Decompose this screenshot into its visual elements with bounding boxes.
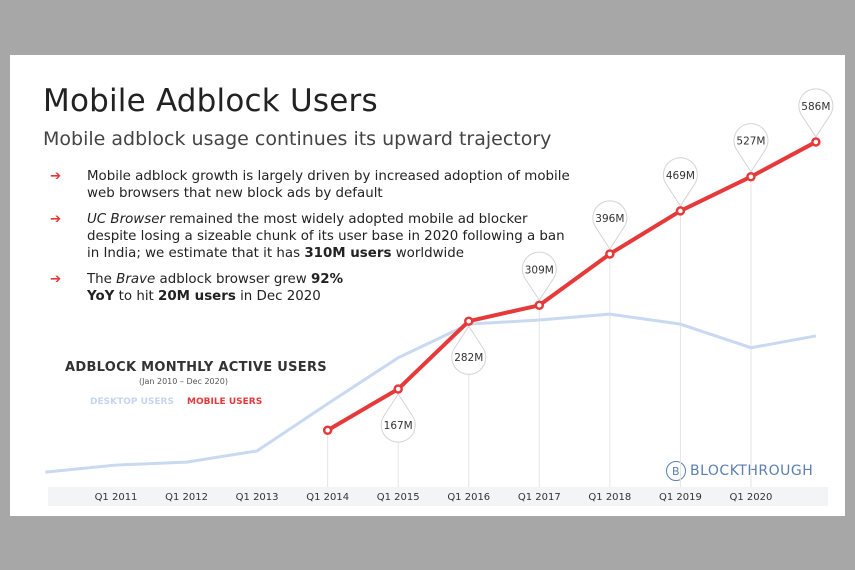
desktop-series-line <box>45 312 817 474</box>
bullet-bold: 92% YoY <box>87 272 344 304</box>
x-tick-label: Q1 2016 <box>447 492 490 503</box>
x-tick-label: Q1 2020 <box>730 492 773 503</box>
bullet-text-part: The <box>87 272 117 287</box>
bullet-list: ➔ Mobile adblock growth is largely drive… <box>50 168 570 314</box>
pin-bubble <box>521 251 557 302</box>
bullet-text-part: in Dec 2020 <box>235 289 321 304</box>
bullet-item: ➔ Mobile adblock growth is largely drive… <box>50 168 570 202</box>
mobile-data-point <box>322 425 333 436</box>
chart-subtitle: (Jan 2010 – Dec 2020) <box>139 377 228 386</box>
data-label-pin: 527M <box>733 123 769 173</box>
data-label: 527M <box>736 136 765 148</box>
pin-bubble <box>592 200 628 250</box>
bullet-text-part: remained the most widely adopted mobile … <box>87 212 565 261</box>
bullet-italic: UC Browser <box>87 212 165 227</box>
page-subtitle: Mobile adblock usage continues its upwar… <box>43 128 552 150</box>
data-label: 282M <box>454 352 483 364</box>
page-title: Mobile Adblock Users <box>43 83 378 119</box>
slide: Mobile Adblock Users Mobile adblock usag… <box>10 55 845 516</box>
x-tick-label: Q1 2011 <box>95 492 138 503</box>
x-tick-label: Q1 2013 <box>236 492 279 503</box>
x-tick-label: Q1 2014 <box>306 492 349 503</box>
data-label-pin: 282M <box>451 325 487 375</box>
chart-title: ADBLOCK MONTHLY ACTIVE USERS <box>65 360 327 375</box>
pin-bubble <box>662 157 698 207</box>
mobile-data-point <box>393 384 403 394</box>
x-tick-label: Q1 2012 <box>165 492 208 503</box>
bullet-bold: 20M users <box>158 289 236 304</box>
data-label-pin: 396M <box>592 200 628 250</box>
bullet-text: The Brave adblock browser grew 92% YoY t… <box>87 271 357 305</box>
data-label-pin: 586M <box>798 88 834 138</box>
pin-bubble <box>733 123 769 173</box>
mobile-data-point <box>746 171 756 182</box>
legend-desktop: DESKTOP USERS <box>90 397 174 407</box>
legend-mobile: MOBILE USERS <box>187 397 263 407</box>
mobile-data-point <box>534 300 545 311</box>
mobile-series-line <box>326 140 817 432</box>
x-axis-band <box>48 487 828 506</box>
data-label: 396M <box>595 213 624 225</box>
bullet-bold: 310M users <box>304 246 392 261</box>
pin-bubble <box>451 325 487 375</box>
x-tick-label: Q1 2018 <box>588 492 631 503</box>
pin-bubble <box>798 88 834 138</box>
pin-bubble <box>380 393 416 443</box>
x-tick-label: Q1 2019 <box>659 492 702 503</box>
data-label-pin: 309M <box>521 251 557 302</box>
arrow-right-icon: ➔ <box>50 169 62 184</box>
bullet-text-part: to hit <box>114 289 159 304</box>
bullet-text: UC Browser remained the most widely adop… <box>87 211 570 262</box>
mobile-data-point <box>811 137 821 147</box>
bullet-item: ➔ UC Browser remained the most widely ad… <box>50 211 570 262</box>
data-label: 309M <box>525 264 554 276</box>
data-label-pin: 167M <box>380 393 416 443</box>
bullet-text: Mobile adblock growth is largely driven … <box>87 169 570 201</box>
bullet-italic: Brave <box>116 272 156 287</box>
mobile-data-point <box>605 249 615 259</box>
bullet-text-part: worldwide <box>391 246 464 261</box>
bullet-text-part: adblock browser grew <box>155 272 311 287</box>
arrow-right-icon: ➔ <box>50 272 62 287</box>
data-label: 167M <box>384 420 413 432</box>
data-label: 586M <box>801 101 830 113</box>
data-label: 469M <box>666 170 695 182</box>
x-tick-label: Q1 2015 <box>377 492 420 503</box>
bullet-item: ➔ The Brave adblock browser grew 92% YoY… <box>50 271 570 305</box>
data-label-pin: 469M <box>662 157 698 207</box>
logo-mark-icon: B <box>666 461 686 481</box>
mobile-data-point <box>464 316 474 326</box>
mobile-data-point <box>675 206 686 216</box>
x-tick-label: Q1 2017 <box>518 492 561 503</box>
arrow-right-icon: ➔ <box>50 212 62 227</box>
